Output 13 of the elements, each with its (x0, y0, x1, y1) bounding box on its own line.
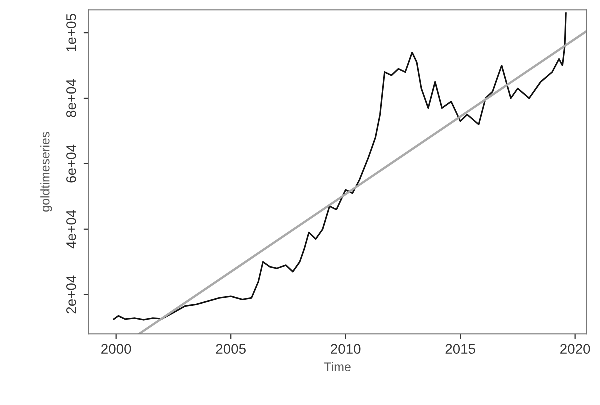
y-axis-title: goldtimeseries (40, 132, 52, 212)
x-tick-label: 2000 (102, 344, 132, 354)
y-tick-label: 4e+04 (66, 210, 76, 249)
x-axis-title: Time (324, 362, 351, 372)
x-tick-label: 2010 (331, 344, 361, 354)
y-tick-label: 8e+04 (66, 79, 76, 118)
y-tick-label: 2e+04 (66, 276, 76, 314)
x-tick-label: 2015 (446, 344, 476, 354)
x-tick-label: 2020 (560, 344, 590, 354)
y-tick-label: 1e+05 (66, 14, 76, 52)
x-tick-label: 2005 (216, 344, 246, 354)
line-series (113, 12, 567, 321)
y-tick-label: 6e+04 (66, 144, 76, 183)
